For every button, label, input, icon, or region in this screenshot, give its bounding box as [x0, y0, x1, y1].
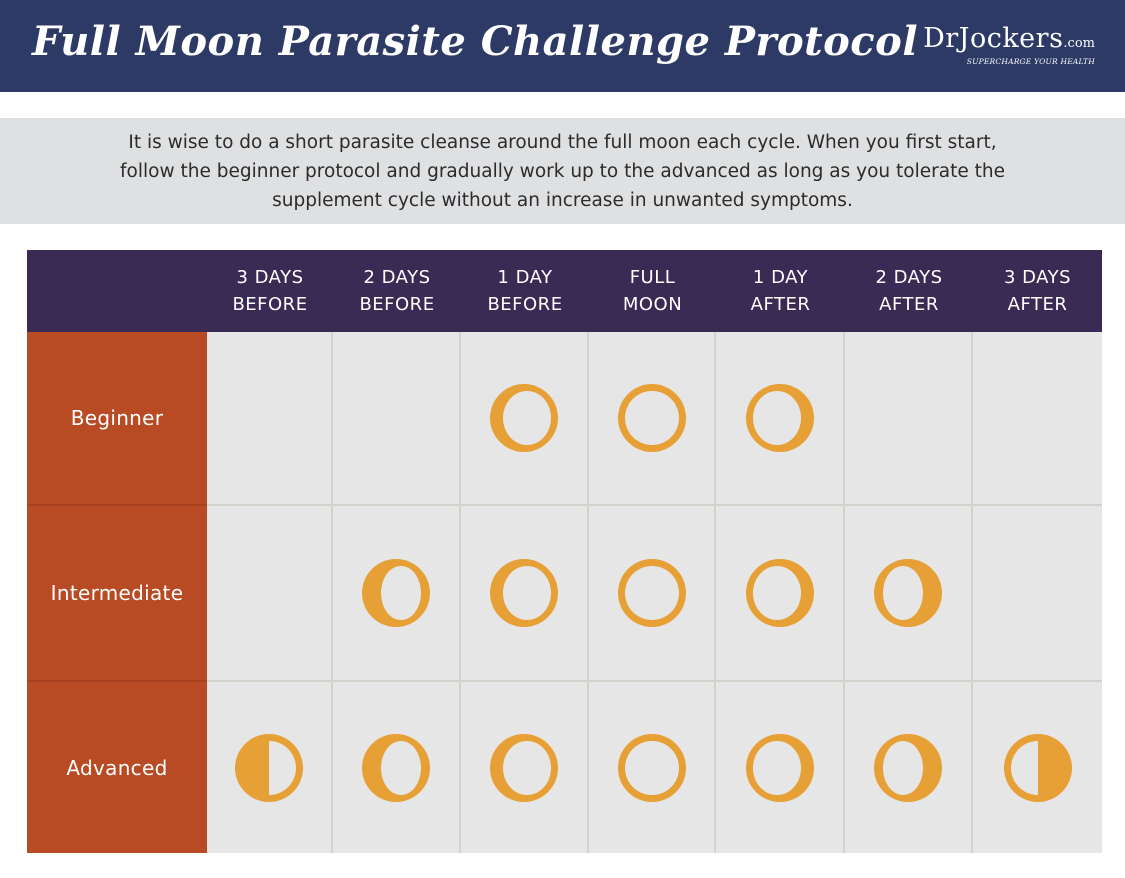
table-cell: [716, 682, 845, 853]
header-banner: Full Moon Parasite Challenge Protocol Dr…: [0, 0, 1125, 92]
moon-full-icon: [617, 733, 686, 802]
logo-com-text: .com: [1063, 36, 1095, 51]
table-cell: [845, 506, 973, 682]
column-header: 2 DAYS AFTER: [845, 250, 973, 332]
column-header-line2: BEFORE: [487, 294, 563, 315]
logo-tagline: SUPERCHARGE YOUR HEALTH: [966, 57, 1095, 66]
moon-waxing-gibbous-icon: [490, 559, 558, 627]
table-cell: [716, 332, 845, 506]
column-header-line1: 2 DAYS: [363, 267, 431, 288]
moon-full-icon: [617, 559, 686, 627]
column-header-line1: 3 DAYS: [236, 267, 304, 288]
moon-waning-half-gibbous-icon: [874, 559, 942, 627]
table-cell: [461, 506, 589, 682]
table-cell: [589, 332, 716, 506]
column-header-line1: 1 DAY: [497, 267, 553, 288]
intro-panel: It is wise to do a short parasite cleans…: [0, 118, 1125, 224]
column-header-line2: AFTER: [1007, 294, 1068, 315]
drjockers-logo[interactable]: DrJockers.com SUPERCHARGE YOUR HEALTH: [910, 24, 1095, 68]
column-header-line2: MOON: [622, 294, 683, 315]
page-title: Full Moon Parasite Challenge Protocol: [32, 18, 919, 65]
column-header-label: 1 DAY BEFORE: [487, 264, 562, 318]
column-header-label: 3 DAYS BEFORE: [232, 264, 307, 318]
table-cell: [845, 332, 973, 506]
column-header: 3 DAYS AFTER: [973, 250, 1102, 332]
table-cell: [973, 682, 1102, 853]
logo-main-text: DrJockers: [923, 23, 1064, 54]
column-header-line2: BEFORE: [359, 294, 435, 315]
column-header: 2 DAYS BEFORE: [333, 250, 461, 332]
row-label-beginner: Beginner: [27, 332, 207, 506]
table-cell: [716, 506, 845, 682]
protocol-table: 3 DAYS BEFORE 2 DAYS BEFORE 1 DAY BEFORE FULL M…: [27, 250, 1102, 853]
row-label-text: Intermediate: [50, 581, 184, 605]
table-cell: [461, 332, 589, 506]
column-header-line2: BEFORE: [232, 294, 308, 315]
table-cell: [973, 506, 1102, 682]
column-header-line1: 1 DAY: [752, 267, 809, 288]
column-header-line2: AFTER: [879, 294, 939, 315]
column-header: 3 DAYS BEFORE: [207, 250, 333, 332]
column-header-label: 1 DAY AFTER: [751, 264, 811, 318]
table-cell: [589, 682, 716, 853]
table-cell: [461, 682, 589, 853]
table-cell: [333, 682, 461, 853]
moon-waxing-half-icon: [235, 733, 303, 802]
column-header-label: 3 DAYS AFTER: [1004, 264, 1071, 318]
table-header-row: [27, 250, 1102, 332]
moon-waxing-gibbous-icon: [490, 384, 558, 452]
table-cell: [845, 682, 973, 853]
moon-waning-gibbous-icon: [745, 733, 814, 802]
moon-waning-half-icon: [1003, 733, 1072, 802]
row-label-text: Beginner: [70, 406, 164, 430]
moon-waxing-half-gibbous-icon: [362, 733, 430, 802]
column-header: 1 DAY BEFORE: [461, 250, 589, 332]
logo-wordmark: DrJockers.com: [910, 24, 1095, 59]
table-cell: [207, 332, 333, 506]
moon-waning-gibbous-icon: [745, 559, 814, 627]
column-header: 1 DAY AFTER: [716, 250, 845, 332]
table-cell: [333, 332, 461, 506]
moon-full-icon: [617, 384, 686, 452]
table-cell: [333, 506, 461, 682]
column-header-line1: 3 DAYS: [1003, 267, 1072, 288]
table-cell: [207, 682, 333, 853]
column-header-line2: AFTER: [750, 294, 811, 315]
table-cell: [589, 506, 716, 682]
column-header-label: 2 DAYS AFTER: [875, 264, 942, 318]
moon-waxing-gibbous-icon: [490, 733, 558, 802]
row-label-text: Advanced: [66, 755, 168, 780]
moon-waning-gibbous-icon: [745, 384, 814, 452]
column-header-line1: 2 DAYS: [875, 267, 943, 288]
table-cell: [973, 332, 1102, 506]
row-label-advanced: Advanced: [27, 682, 207, 853]
table-cell: [207, 506, 333, 682]
column-header-label: 2 DAYS BEFORE: [359, 264, 434, 318]
column-header: FULL MOON: [589, 250, 716, 332]
column-header-line1: FULL: [629, 267, 676, 288]
column-header-label: FULL MOON: [623, 264, 682, 318]
row-label-intermediate: Intermediate: [27, 506, 207, 682]
moon-waning-half-gibbous-icon: [874, 733, 942, 802]
moon-waxing-half-gibbous-icon: [362, 559, 430, 627]
intro-text: It is wise to do a short parasite cleans…: [120, 131, 1005, 211]
